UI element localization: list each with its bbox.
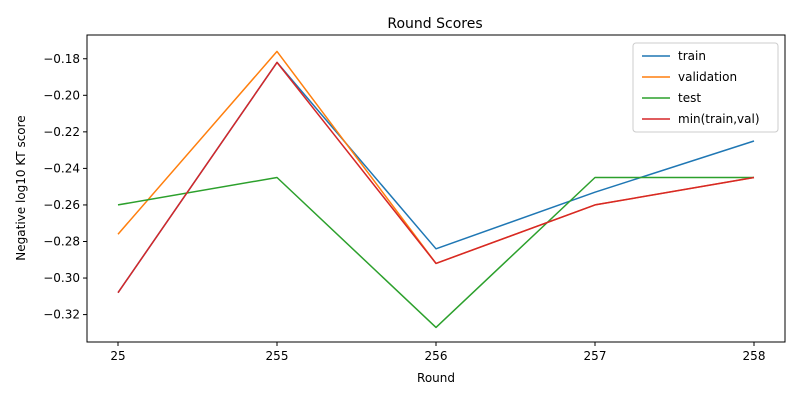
series-line-min-train-val [117, 61, 755, 294]
y-axis-label: Negative log10 KT score [14, 115, 28, 260]
x-axis-label: Round [417, 371, 455, 385]
series-lines [117, 50, 755, 329]
y-tick-label: −0.24 [43, 161, 80, 175]
y-tick-label: −0.30 [43, 271, 80, 285]
y-tick-label: −0.26 [43, 198, 80, 212]
y-tick-label: −0.32 [43, 308, 80, 322]
series-line-test [117, 176, 754, 329]
legend: train validation test min(train,val) [632, 42, 779, 133]
x-tick-label: 255 [266, 349, 289, 363]
legend-entry: test [678, 91, 701, 105]
y-tick-label: −0.28 [43, 234, 80, 248]
y-tick-label: −0.20 [43, 88, 80, 102]
legend-box [632, 42, 779, 133]
chart-title: Round Scores [387, 16, 482, 32]
x-tick-label: 258 [743, 349, 766, 363]
legend-entry: validation [678, 70, 737, 84]
x-tick-label: 257 [584, 349, 607, 363]
legend-entry: train [678, 49, 706, 63]
y-tick-label: −0.22 [43, 125, 80, 139]
legend-entry: min(train,val) [678, 112, 760, 126]
y-tick-label: −0.18 [43, 52, 80, 66]
y-axis: −0.32 −0.30 −0.28 −0.26 −0.24 −0.22 −0.20 −0.18 [43, 52, 87, 322]
x-axis: 25 255 256 257 258 [110, 342, 765, 363]
x-tick-label: 256 [425, 349, 448, 363]
x-tick-label: 25 [110, 349, 125, 363]
